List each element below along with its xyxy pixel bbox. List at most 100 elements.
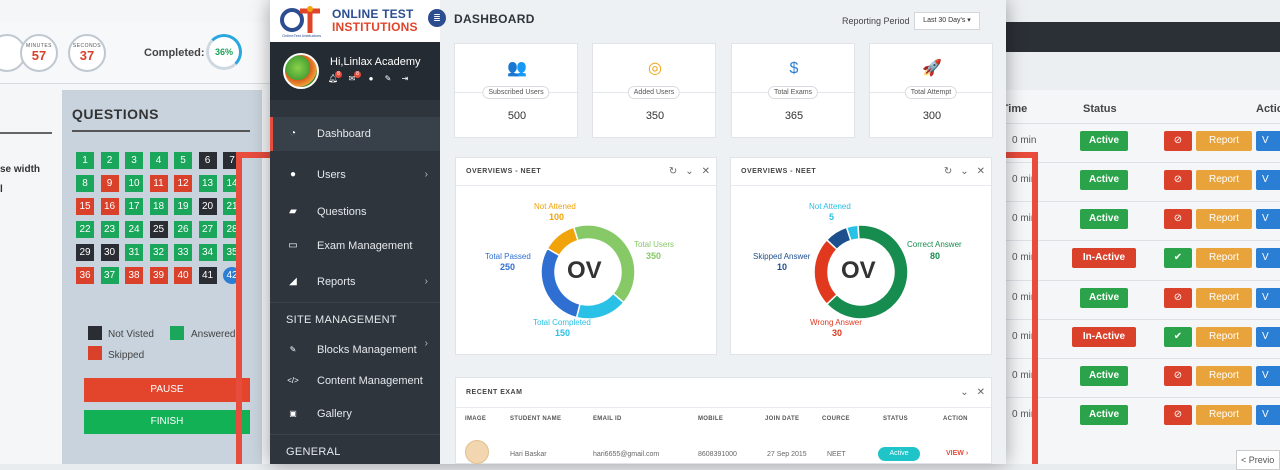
sidebar-item-exam-management[interactable]: ▭ Exam Management xyxy=(270,229,440,263)
question-box[interactable]: 11 xyxy=(149,175,168,192)
question-box[interactable]: 2 xyxy=(100,152,119,169)
sidebar-item-blocks-management[interactable]: ✎ Blocks Management › xyxy=(270,333,440,367)
report-button[interactable]: Report xyxy=(1196,170,1252,190)
question-box[interactable]: 25 xyxy=(149,221,168,238)
block-icon[interactable]: ⊘ xyxy=(1164,366,1192,386)
donut-slice-correct-answer[interactable] xyxy=(825,224,909,320)
question-box[interactable]: 36 xyxy=(76,267,94,284)
question-box[interactable]: 6 xyxy=(198,152,217,169)
block-icon[interactable]: ⊘ xyxy=(1164,131,1192,151)
sidebar-item-gallery[interactable]: ▣ Gallery xyxy=(270,397,440,431)
edit-icon[interactable]: ✎ xyxy=(384,74,392,83)
report-button[interactable]: Report xyxy=(1196,131,1252,151)
question-box[interactable]: 3 xyxy=(125,152,143,169)
status-button[interactable]: Active xyxy=(1080,405,1128,425)
question-box[interactable]: 27 xyxy=(198,221,217,238)
view-button[interactable]: V xyxy=(1256,405,1280,425)
reporting-period-select[interactable]: Last 30 Day's ▾ xyxy=(914,12,980,30)
view-button[interactable]: V xyxy=(1256,327,1280,347)
view-button[interactable]: V xyxy=(1256,209,1280,229)
question-box[interactable]: 19 xyxy=(174,198,192,215)
view-link[interactable]: VIEW › xyxy=(946,450,969,457)
finish-button[interactable]: FINISH xyxy=(84,410,250,434)
check-icon[interactable]: ✔ xyxy=(1164,327,1192,347)
question-box[interactable]: 26 xyxy=(174,221,192,238)
question-box[interactable]: 33 xyxy=(174,244,192,261)
question-box[interactable]: 39 xyxy=(149,267,168,284)
status-button[interactable]: In-Active xyxy=(1072,327,1136,347)
chevron-down-icon[interactable]: ⌄ xyxy=(960,166,969,177)
question-box[interactable]: 10 xyxy=(125,175,143,192)
user-icon[interactable]: ● xyxy=(368,74,374,83)
sidebar-item-users[interactable]: ● Users › xyxy=(270,158,440,192)
close-icon[interactable]: ✕ xyxy=(976,166,985,177)
report-button[interactable]: Report xyxy=(1196,366,1252,386)
question-box[interactable]: 4 xyxy=(149,152,168,169)
question-box[interactable]: 40 xyxy=(174,267,192,284)
status-button[interactable]: Active xyxy=(1080,288,1128,308)
status-button[interactable]: Active xyxy=(1080,170,1128,190)
question-box[interactable]: 5 xyxy=(174,152,192,169)
donut-slice-wrong-answer[interactable] xyxy=(813,238,839,306)
check-icon[interactable]: ✔ xyxy=(1164,248,1192,268)
question-box[interactable]: 30 xyxy=(100,244,119,261)
report-button[interactable]: Report xyxy=(1196,248,1252,268)
question-box[interactable]: 22 xyxy=(76,221,94,238)
question-box[interactable]: 12 xyxy=(174,175,192,192)
sidebar-item-content-management[interactable]: </> Content Management xyxy=(270,364,440,398)
report-button[interactable]: Report xyxy=(1196,327,1252,347)
question-box[interactable]: 32 xyxy=(149,244,168,261)
question-box[interactable]: 34 xyxy=(198,244,217,261)
question-box[interactable]: 15 xyxy=(76,198,94,215)
pause-button[interactable]: PAUSE xyxy=(84,378,250,402)
sidebar-item-questions[interactable]: ▰ Questions xyxy=(270,195,440,229)
question-box[interactable]: 38 xyxy=(125,267,143,284)
close-icon[interactable]: ✕ xyxy=(976,387,985,398)
question-box[interactable]: 18 xyxy=(149,198,168,215)
view-button[interactable]: V xyxy=(1256,131,1280,151)
logout-icon[interactable]: ⇥ xyxy=(401,74,409,83)
view-button[interactable]: V xyxy=(1256,366,1280,386)
view-button[interactable]: V xyxy=(1256,170,1280,190)
chevron-down-icon[interactable]: ⌄ xyxy=(685,166,694,177)
block-icon[interactable]: ⊘ xyxy=(1164,405,1192,425)
sidebar-item-dashboard[interactable]: ◔ Dashboard xyxy=(270,117,440,151)
donut-slice-skipped-answer[interactable] xyxy=(825,226,852,251)
question-box[interactable]: 37 xyxy=(100,267,119,284)
status-button[interactable]: Active xyxy=(1080,131,1128,151)
chevron-down-icon[interactable]: ⌄ xyxy=(960,387,969,398)
view-button[interactable]: V xyxy=(1256,248,1280,268)
report-button[interactable]: Report xyxy=(1196,405,1252,425)
status-button[interactable]: Active xyxy=(1080,209,1128,229)
sidebar-item-reports[interactable]: ◢ Reports › xyxy=(270,265,440,299)
close-icon[interactable]: ✕ xyxy=(701,166,710,177)
bell-icon[interactable]: 🔔︎ xyxy=(328,74,339,83)
previous-button[interactable]: < Previo xyxy=(1236,450,1280,470)
question-box[interactable]: 13 xyxy=(198,175,217,192)
report-button[interactable]: Report xyxy=(1196,288,1252,308)
avatar[interactable] xyxy=(283,53,319,89)
report-button[interactable]: Report xyxy=(1196,209,1252,229)
question-box[interactable]: 9 xyxy=(100,175,119,192)
question-box[interactable]: 16 xyxy=(100,198,119,215)
question-box[interactable]: 8 xyxy=(76,175,94,192)
refresh-icon[interactable]: ↻ xyxy=(943,166,953,177)
mail-icon[interactable]: ✉ xyxy=(348,74,356,83)
question-box[interactable]: 17 xyxy=(125,198,143,215)
view-button[interactable]: V xyxy=(1256,288,1280,308)
block-icon[interactable]: ⊘ xyxy=(1164,209,1192,229)
logo[interactable]: ONLINE TEST INSTITUTIONS OnlineTest Inst… xyxy=(270,0,440,42)
status-button[interactable]: Active xyxy=(1080,366,1128,386)
refresh-icon[interactable]: ↻ xyxy=(668,166,678,177)
question-box[interactable]: 41 xyxy=(198,267,217,284)
status-button[interactable]: In-Active xyxy=(1072,248,1136,268)
donut-slice-total-passed[interactable] xyxy=(540,247,581,319)
question-box[interactable]: 29 xyxy=(76,244,94,261)
question-box[interactable]: 24 xyxy=(125,221,143,238)
donut-slice-total-completed[interactable] xyxy=(575,292,625,320)
question-box[interactable]: 1 xyxy=(76,152,94,169)
question-box[interactable]: 20 xyxy=(198,198,217,215)
block-icon[interactable]: ⊘ xyxy=(1164,170,1192,190)
block-icon[interactable]: ⊘ xyxy=(1164,288,1192,308)
question-box[interactable]: 31 xyxy=(125,244,143,261)
